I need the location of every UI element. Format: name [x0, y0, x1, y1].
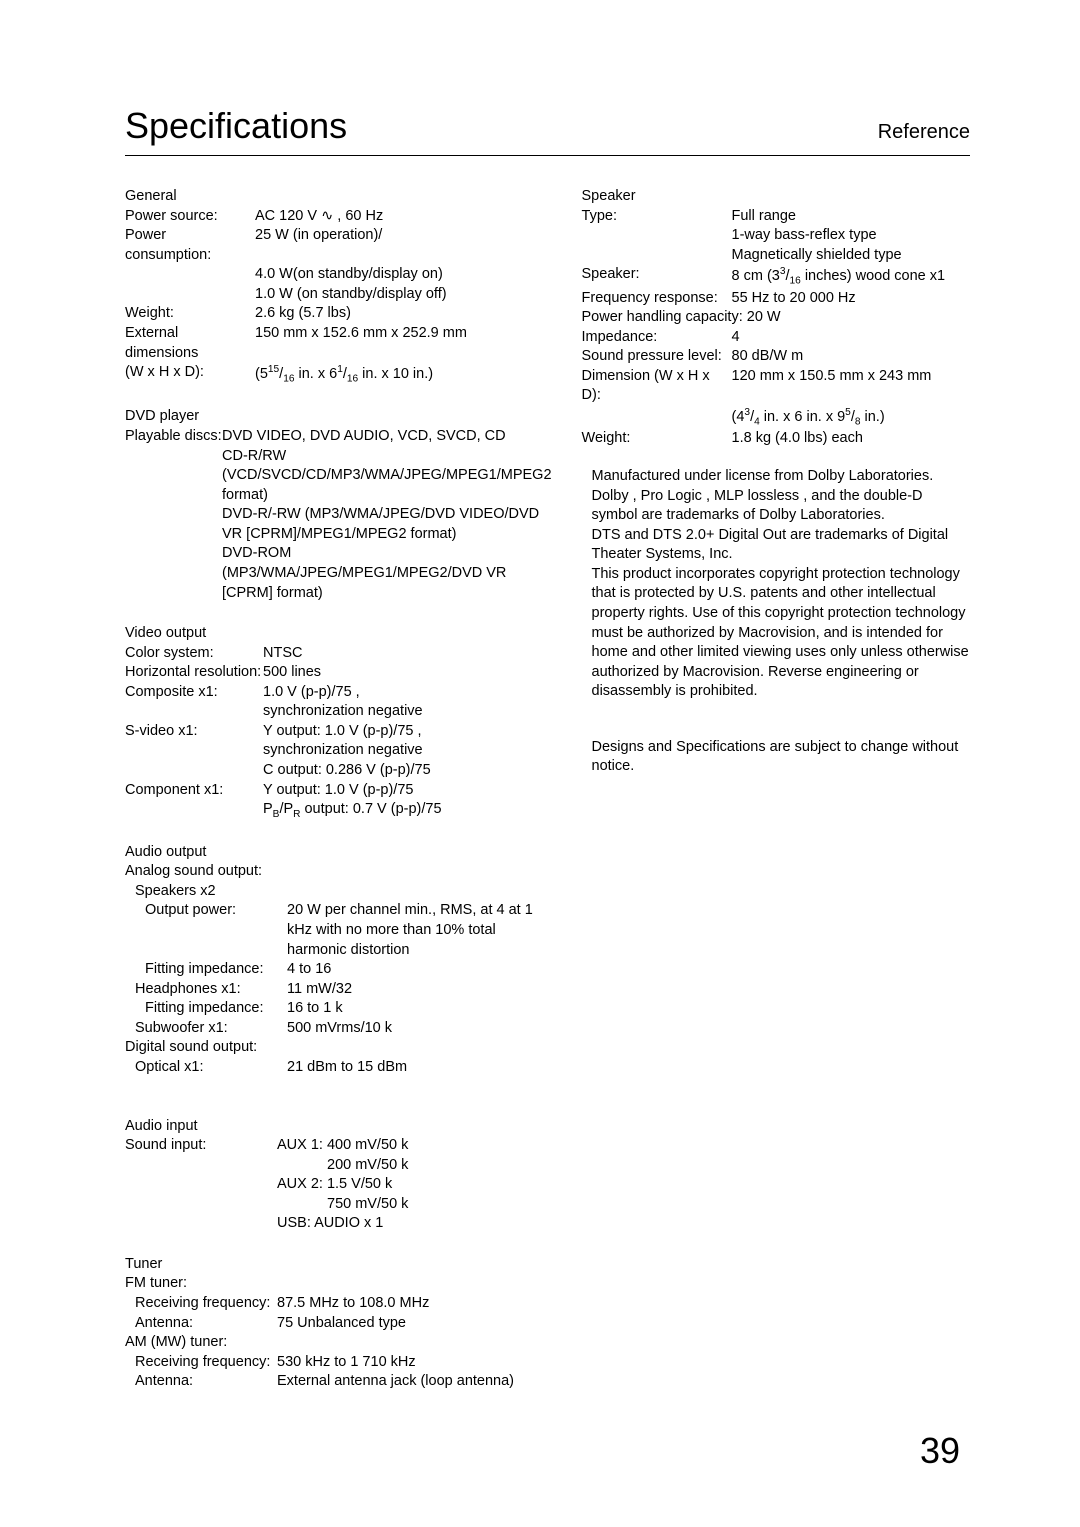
value-component-1: Y output: 1.0 V (p-p)/75: [263, 781, 552, 801]
label-freq: Frequency response:: [582, 289, 732, 309]
value-sound-input-1: AUX 1: 400 mV/50 k: [277, 1136, 552, 1156]
page-title: Specifications: [125, 105, 347, 147]
label-headphones: Headphones x1:: [135, 980, 287, 1000]
notice-change: Designs and Specifications are subject t…: [582, 738, 970, 777]
value-freq: 55 Hz to 20 000 Hz: [732, 289, 970, 309]
notice-macrovision: This product incorporates copyright prot…: [582, 565, 970, 702]
value-weight: 2.6 kg (5.7 lbs): [255, 304, 552, 324]
value-dim-1: 120 mm x 150.5 mm x 243 mm: [732, 367, 970, 406]
value-color: NTSC: [263, 644, 552, 664]
value-am-ant: External antenna jack (loop antenna): [277, 1372, 552, 1392]
label-analog: Analog sound output:: [125, 862, 552, 882]
value-playable-3: DVD-R/-RW (MP3/WMA/JPEG/DVD VIDEO/DVD VR…: [222, 505, 552, 544]
label-fit1: Fitting impedance:: [145, 960, 287, 980]
value-playable-4: DVD-ROM (MP3/WMA/JPEG/MPEG1/MPEG2/DVD VR…: [222, 544, 552, 603]
label-hres: Horizontal resolution:: [125, 663, 263, 683]
value-spk-weight: 1.8 kg (4.0 lbs) each: [732, 429, 970, 449]
value-type-2: 1-way bass-reflex type: [732, 226, 970, 246]
section-audio-out: Audio output: [125, 843, 552, 863]
right-column: Speaker Type:Full range 1-way bass-refle…: [582, 184, 970, 1392]
section-tuner: Tuner: [125, 1255, 552, 1275]
value-svideo-3: C output: 0.286 V (p-p)/75: [263, 761, 552, 781]
value-playable-2: CD-R/RW (VCD/SVCD/CD/MP3/WMA/JPEG/MPEG1/…: [222, 447, 552, 506]
value-fit2: 16 to 1 k: [287, 999, 552, 1019]
value-playable-1: DVD VIDEO, DVD AUDIO, VCD, SVCD, CD: [222, 427, 552, 447]
value-dim-2: (43/4 in. x 6 in. x 95/8 in.): [732, 406, 970, 429]
value-svideo-1: Y output: 1.0 V (p-p)/75 ,: [263, 722, 552, 742]
value-outpower: 20 W per channel min., RMS, at 4 at 1 kH…: [287, 901, 552, 960]
value-headphones: 11 mW/32: [287, 980, 552, 1000]
value-optical: 21 dBm to 15 dBm: [287, 1058, 552, 1078]
value-svideo-2: synchronization negative: [263, 741, 552, 761]
notice-dts: DTS and DTS 2.0+ Digital Out are tradema…: [582, 526, 970, 565]
value-sound-input-2: 200 mV/50 k: [327, 1156, 552, 1176]
label-power-consumption: Power consumption:: [125, 226, 255, 265]
value-type-1: Full range: [732, 207, 970, 227]
label-optical: Optical x1:: [135, 1058, 287, 1078]
value-type-3: Magnetically shielded type: [732, 246, 970, 266]
value-ext-dim-1: 150 mm x 152.6 mm x 252.9 mm: [255, 324, 552, 363]
value-am-freq: 530 kHz to 1 710 kHz: [277, 1353, 552, 1373]
label-digital: Digital sound output:: [125, 1038, 552, 1058]
label-type: Type:: [582, 207, 732, 227]
value-spk: 8 cm (33/16 inches) wood cone x1: [732, 265, 970, 288]
page-subtitle: Reference: [878, 121, 970, 144]
value-composite-1: 1.0 V (p-p)/75 ,: [263, 683, 552, 703]
value-composite-2: synchronization negative: [263, 702, 552, 722]
label-imp: Impedance:: [582, 328, 732, 348]
section-dvd: DVD player: [125, 407, 552, 427]
value-ext-dim-2: (515/16 in. x 61/16 in. x 10 in.): [255, 363, 552, 386]
section-general: General: [125, 187, 552, 207]
section-video: Video output: [125, 624, 552, 644]
label-spk-weight: Weight:: [582, 429, 732, 449]
value-imp: 4: [732, 328, 970, 348]
label-fm: FM tuner:: [125, 1274, 552, 1294]
label-spk: Speaker:: [582, 265, 732, 288]
value-sound-input-4: 750 mV/50 k: [327, 1195, 552, 1215]
section-speaker: Speaker: [582, 187, 970, 207]
label-dim: Dimension (W x H x D):: [582, 367, 732, 406]
label-color: Color system:: [125, 644, 263, 664]
label-weight: Weight:: [125, 304, 255, 324]
value-power-consumption-1: 25 W (in operation)/: [255, 226, 552, 265]
label-am-freq: Receiving frequency:: [135, 1353, 277, 1373]
label-spl: Sound pressure level:: [582, 347, 732, 367]
label-fit2: Fitting impedance:: [145, 999, 287, 1019]
label-am: AM (MW) tuner:: [125, 1333, 552, 1353]
value-sound-input-5: USB: AUDIO x 1: [277, 1214, 552, 1234]
value-spl: 80 dB/W m: [732, 347, 970, 367]
section-audio-in: Audio input: [125, 1117, 552, 1137]
label-composite: Composite x1:: [125, 683, 263, 703]
value-subwoofer: 500 mVrms/10 k: [287, 1019, 552, 1039]
label-fm-freq: Receiving frequency:: [135, 1294, 277, 1314]
label-component: Component x1:: [125, 781, 263, 801]
value-hres: 500 lines: [263, 663, 552, 683]
page-number: 39: [920, 1430, 960, 1472]
label-power-source: Power source:: [125, 207, 255, 227]
value-fit1: 4 to 16: [287, 960, 552, 980]
label-playable: Playable discs:: [125, 427, 222, 447]
label-svideo: S-video x1:: [125, 722, 263, 742]
value-component-2: PB/PR output: 0.7 V (p-p)/75: [263, 800, 552, 822]
label-ext-dim-1: External dimensions: [125, 324, 255, 363]
value-fm-ant: 75 Unbalanced type: [277, 1314, 552, 1334]
value-power-consumption-2: 4.0 W(on standby/display on): [255, 265, 552, 285]
label-ext-dim-2: (W x H x D):: [125, 363, 255, 386]
notice-dolby: Manufactured under license from Dolby La…: [582, 467, 970, 526]
label-outpower: Output power:: [145, 901, 287, 960]
label-am-ant: Antenna:: [135, 1372, 277, 1392]
value-fm-freq: 87.5 MHz to 108.0 MHz: [277, 1294, 552, 1314]
label-phc: Power handling capacity: 20 W: [582, 308, 970, 328]
label-subwoofer: Subwoofer x1:: [135, 1019, 287, 1039]
left-column: General Power source:AC 120 V ∿ , 60 Hz …: [125, 184, 552, 1392]
label-fm-ant: Antenna:: [135, 1314, 277, 1334]
label-speakers: Speakers x2: [125, 882, 552, 902]
value-sound-input-3: AUX 2: 1.5 V/50 k: [277, 1175, 552, 1195]
label-sound-input: Sound input:: [125, 1136, 277, 1156]
value-power-source: AC 120 V ∿ , 60 Hz: [255, 207, 552, 227]
value-power-consumption-3: 1.0 W (on standby/display off): [255, 285, 552, 305]
